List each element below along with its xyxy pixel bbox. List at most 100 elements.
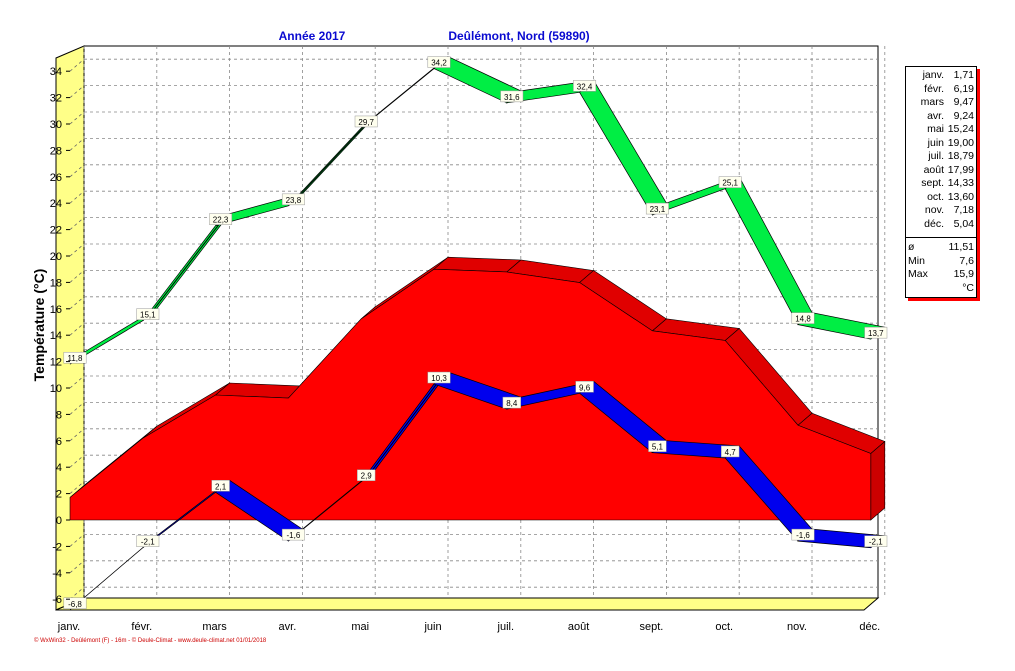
data-label: 8,4 [502,396,521,409]
y-tick-label: 24 [50,198,62,210]
data-label: 11,8 [63,351,87,364]
data-label-text: 25,1 [722,179,738,188]
data-label-text: 8,4 [506,399,518,408]
data-label-text: 15,1 [140,311,156,320]
y-tick-label: 30 [50,119,62,131]
legend-value: 15,24 [947,123,974,135]
legend-month: sept. [921,177,944,189]
y-tick-label: 26 [50,172,62,184]
data-label: 15,1 [136,308,160,320]
data-label-box [354,115,378,128]
data-label-text: 11,8 [68,354,84,363]
legend-value: 5,04 [953,217,974,230]
data-label: 2,1 [211,480,230,492]
legend-month: avr. [927,109,944,122]
data-label: -6,8 [63,597,87,610]
legend-row: juin 19,00 [906,137,976,151]
data-label: 10,3 [427,371,451,384]
data-label: 2,9 [357,469,376,481]
legend-month: déc. [924,217,944,230]
x-tick-label: févr. [131,621,152,633]
data-label: -1,6 [281,528,305,541]
legend-box: janv. 1,71 févr. 6,19 mars 9,47 avr. 9,24 mai 15,… [905,66,977,298]
data-label-text: 31,6 [504,93,520,102]
y-tick-label: 32 [50,93,62,105]
data-label-text: 22,3 [213,216,229,225]
legend-row: avr. 9,24 [906,110,976,124]
data-label: 22,3 [209,213,233,225]
legend-value: 6,19 [953,82,974,95]
data-label-box [357,469,376,481]
data-label-box [211,480,230,492]
x-tick-label: avr. [279,621,297,633]
data-label: 31,6 [500,90,524,103]
legend-row: juil. 18,79 [906,150,976,164]
legend-value: 1,71 [953,69,974,81]
y-tick-label: 22 [50,225,62,237]
legend-value: 13,60 [947,190,974,203]
y-tick-label: 12 [50,357,62,369]
data-label: 29,7 [354,115,378,128]
data-label-text: 2,9 [361,472,373,481]
chart-title-year: Année 2017 [279,29,346,43]
data-label-box [281,193,305,206]
data-labels: 11,8 15,1 22,3 23,8 29,7 34,2 31,6 32,4 23,1 25,1… [63,56,888,610]
legend-month: nov. [924,204,944,216]
legend-value: 9,24 [953,109,974,122]
max-temperature-series [69,56,886,365]
y-tick-label: 10 [50,383,62,395]
legend-stats: ø 11,51 Min 7,6 Max 15,9 [906,237,976,282]
data-label-text: -2,1 [869,538,883,547]
legend-value: 19,00 [947,136,974,149]
data-label-text: 34,2 [431,59,447,68]
legend-month: mai [927,123,944,135]
y-tick-label: 16 [50,304,62,316]
x-tick-label: déc. [859,621,880,633]
data-label: -2,1 [136,535,160,547]
legend-month: mars [920,96,944,108]
y-tick-label: 34 [50,66,62,78]
data-label-text: 10,3 [431,374,447,383]
data-label-text: 9,6 [579,383,591,392]
data-label-box [136,308,160,320]
y-tick-label: 4 [56,462,62,474]
data-label: -2,1 [864,535,888,547]
floor [55,597,880,611]
footer-credit: © WxWin32 - Deûlémont (F) - 16m - © Deul… [34,637,267,644]
legend-value: 18,79 [947,150,974,162]
x-tick-label: août [568,621,589,633]
x-tick-label: sept. [639,621,663,633]
data-label-text: 2,1 [215,482,227,491]
data-label-box [648,440,667,452]
legend-value: 17,99 [947,163,974,176]
data-label: 14,8 [791,312,815,324]
legend-unit: °C [962,281,974,294]
legend-stat-row: ø 11,51 [906,241,976,255]
legend-value: 14,33 [947,177,974,189]
data-label-box [718,176,742,188]
legend-row: mai 15,24 [906,123,976,137]
min-temperature-series [69,371,886,611]
legend-row: mars 9,47 [906,96,976,110]
data-label-text: 29,7 [358,118,374,127]
data-label-box [427,371,451,384]
legend-monthly-means: janv. 1,71 févr. 6,19 mars 9,47 avr. 9,24 mai 15,… [906,67,976,231]
legend-stat-value: 11,51 [948,241,975,253]
legend-stat-row: Max 15,9 [906,268,976,282]
legend-stat-row: Min 7,6 [906,255,976,269]
x-tick-label: mai [351,621,369,633]
x-axis-ticks: janv. févr. mars avr. mai juin juil. août sept. o… [57,621,880,633]
legend-stat-label: Max [908,268,928,280]
legend-value: 9,47 [953,96,974,108]
data-label-box [502,396,521,409]
data-label-text: -1,6 [287,531,301,540]
data-label-box [791,312,815,324]
y-tick-label: 2 [56,489,62,501]
legend-row: sept. 14,33 [906,177,976,191]
legend-stat-value: 7,6 [959,254,974,267]
data-label-box [281,528,305,541]
data-label-box [63,597,87,610]
legend-value: 7,18 [953,204,974,216]
